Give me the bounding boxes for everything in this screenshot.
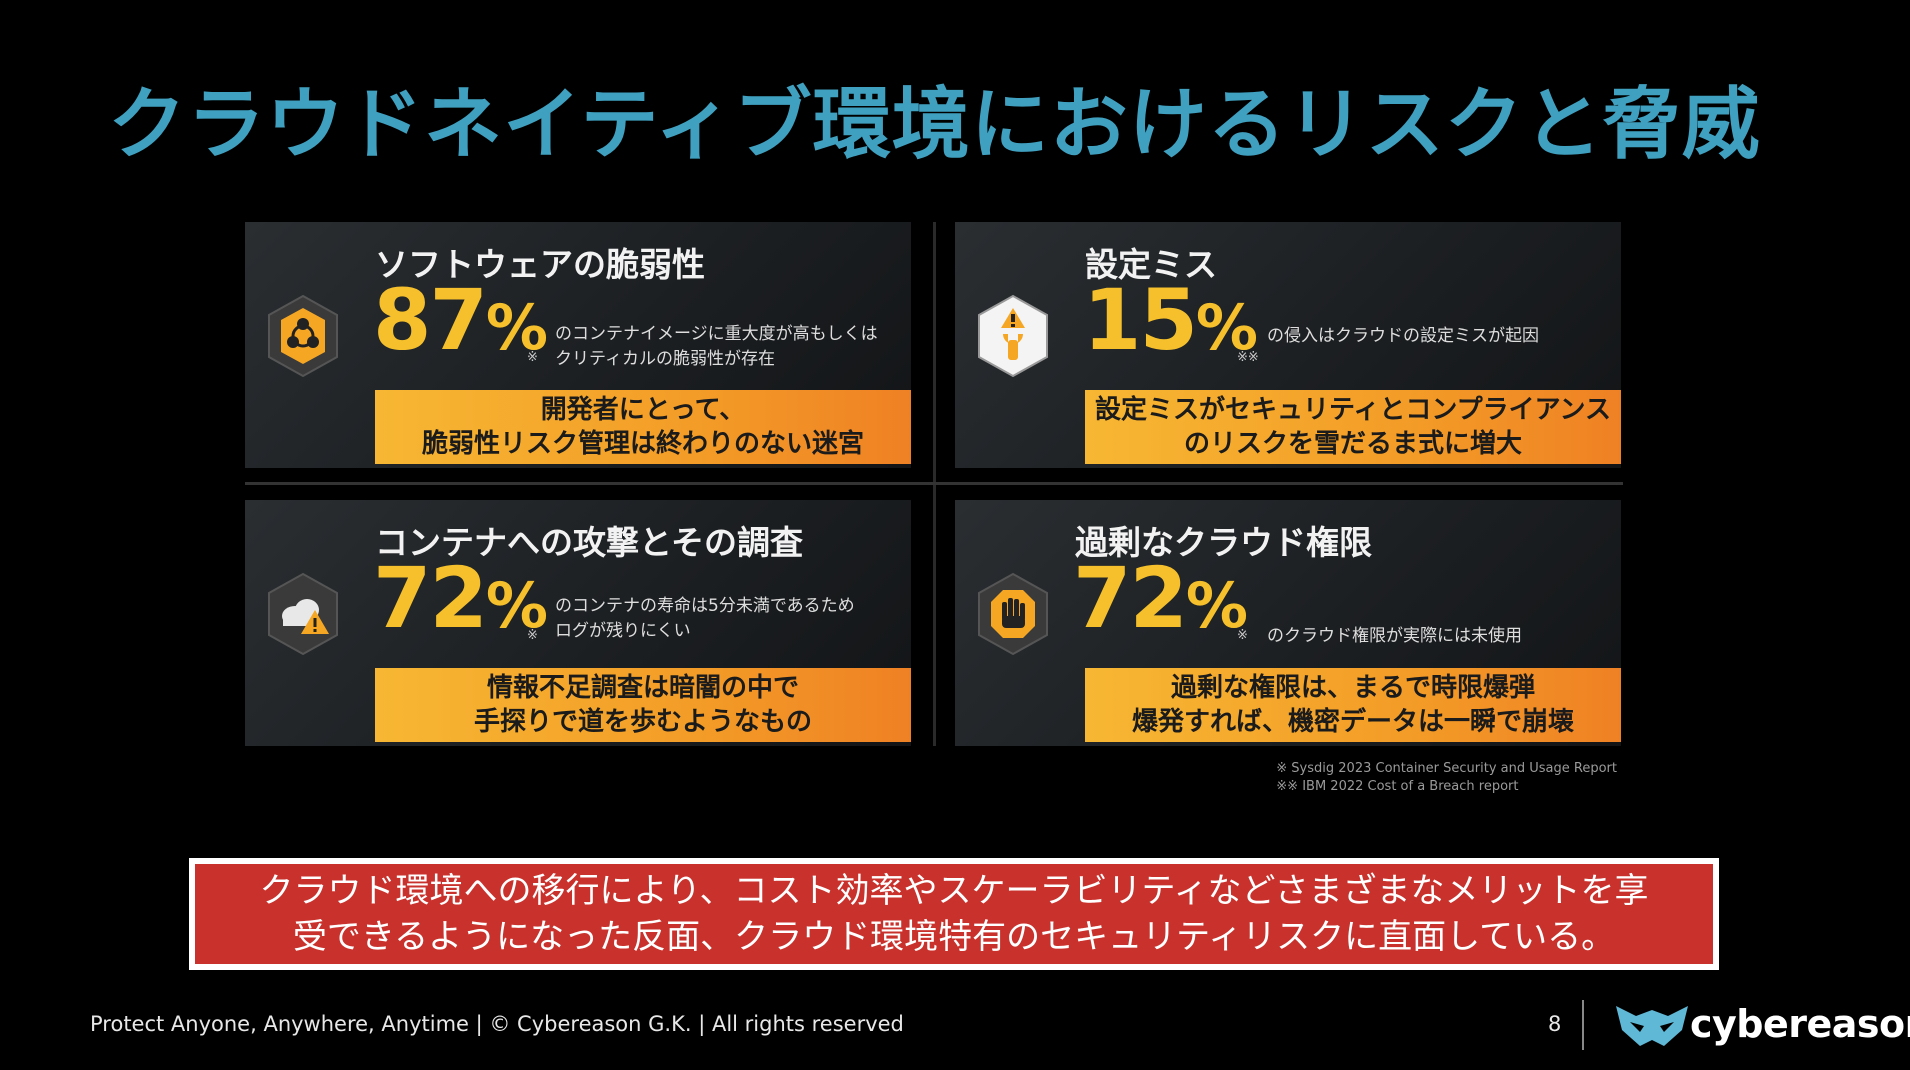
footer-divider [1582,1000,1584,1050]
stat-percentage: 15% [1083,271,1259,369]
source-notes: ※ Sysdig 2023 Container Security and Usa… [1276,761,1617,794]
footnote-mark: ※※ [1237,350,1259,365]
stat-percentage: 87% [373,271,549,369]
slide-title: クラウドネイティブ環境におけるリスクと脅威 [108,80,1761,170]
card-title: ソフトウェアの脆弱性 [375,245,705,284]
risk-card-excessive-permissions: 過剰なクラウド権限 72% ※ のクラウド権限が実際には未使用 過剰な権限は、ま… [955,500,1621,746]
horizontal-divider [245,482,1623,485]
summary-callout: クラウド環境への移行により、コスト効率やスケーラビリティなどさまざまなメリットを… [189,858,1719,970]
footnote-mark: ※ [527,350,538,365]
insight-banner: 過剰な権限は、まるで時限爆弾 爆発すれば、機密データは一瞬で崩壊 [1085,668,1621,742]
card-title: 設定ミス [1085,245,1217,284]
page-number: 8 [1548,1012,1562,1036]
stat-description: のコンテナイメージに重大度が高もしくは クリティカルの脆弱性が存在 [555,324,878,369]
stat-description: の侵入はクラウドの設定ミスが起因 [1267,326,1539,346]
stat-percentage: 72% [1073,549,1249,647]
insight-banner: 開発者にとって、 脆弱性リスク管理は終わりのない迷宮 [375,390,911,464]
cybereason-logo-icon [1612,1000,1692,1050]
card-title: コンテナへの攻撃とその調査 [375,523,804,562]
card-title: 過剰なクラウド権限 [1075,523,1372,562]
risk-grid: ソフトウェアの脆弱性 87% ※ のコンテナイメージに重大度が高もしくは クリテ… [245,222,1623,746]
footnote-mark: ※ [527,628,538,643]
insight-banner: 設定ミスがセキュリティとコンプライアンス のリスクを雪だるま式に増大 [1085,390,1621,464]
footer-text: Protect Anyone, Anywhere, Anytime | © Cy… [90,1012,904,1036]
stat-percentage: 72% [373,549,549,647]
stat-description: のコンテナの寿命は5分未満であるため ログが残りにくい [555,596,855,641]
cloud-warning-icon [265,572,341,656]
risk-card-container-attack: コンテナへの攻撃とその調査 72% ※ のコンテナの寿命は5分未満であるため ロ… [245,500,911,746]
stat-description: のクラウド権限が実際には未使用 [1267,626,1522,646]
footnote-mark: ※ [1237,628,1248,643]
risk-card-misconfiguration: 設定ミス 15% ※※ の侵入はクラウドの設定ミスが起因 設定ミスがセキュリティ… [955,222,1621,468]
biohazard-icon [265,294,341,378]
wrench-warning-icon [975,294,1051,378]
stop-hand-icon [975,572,1051,656]
risk-card-software-vulnerability: ソフトウェアの脆弱性 87% ※ のコンテナイメージに重大度が高もしくは クリテ… [245,222,911,468]
insight-banner: 情報不足調査は暗闇の中で 手探りで道を歩むようなもの [375,668,911,742]
brand-name: cybereason [1690,1002,1910,1046]
